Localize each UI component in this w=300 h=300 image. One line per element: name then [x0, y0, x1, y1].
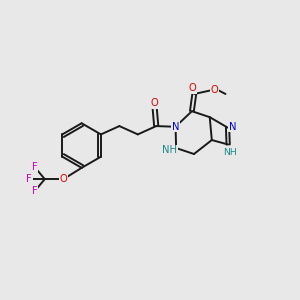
Text: O: O [151, 98, 159, 109]
Text: F: F [32, 186, 38, 196]
Text: O: O [211, 85, 218, 94]
Text: O: O [59, 174, 67, 184]
Text: NH: NH [224, 148, 237, 157]
Text: NH: NH [162, 146, 177, 155]
Text: F: F [26, 174, 32, 184]
Text: O: O [189, 83, 197, 93]
Text: N: N [229, 122, 236, 132]
Text: F: F [32, 162, 38, 172]
Text: N: N [172, 122, 179, 132]
